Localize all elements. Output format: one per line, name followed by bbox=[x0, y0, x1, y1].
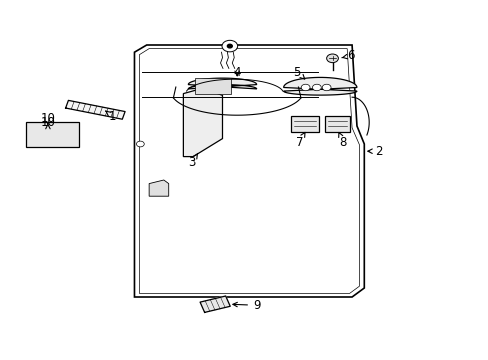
Circle shape bbox=[312, 84, 321, 91]
Text: 9: 9 bbox=[232, 299, 260, 312]
Circle shape bbox=[136, 141, 144, 147]
Text: 3: 3 bbox=[187, 153, 197, 169]
FancyBboxPatch shape bbox=[324, 116, 349, 132]
Text: 10: 10 bbox=[41, 116, 55, 129]
Ellipse shape bbox=[214, 83, 231, 87]
Polygon shape bbox=[149, 180, 168, 196]
Polygon shape bbox=[134, 45, 364, 297]
FancyBboxPatch shape bbox=[291, 116, 319, 132]
Circle shape bbox=[222, 40, 237, 52]
Polygon shape bbox=[183, 88, 222, 157]
Text: 4: 4 bbox=[233, 66, 241, 78]
Text: 6: 6 bbox=[341, 49, 354, 62]
Text: 7: 7 bbox=[295, 132, 305, 149]
Polygon shape bbox=[283, 77, 356, 95]
FancyBboxPatch shape bbox=[26, 122, 79, 147]
Text: 1: 1 bbox=[105, 110, 116, 123]
Circle shape bbox=[301, 84, 309, 91]
Text: 8: 8 bbox=[338, 132, 346, 149]
Circle shape bbox=[227, 44, 232, 48]
FancyBboxPatch shape bbox=[194, 78, 230, 94]
Polygon shape bbox=[65, 100, 125, 119]
Circle shape bbox=[326, 54, 338, 63]
Polygon shape bbox=[200, 296, 230, 312]
Circle shape bbox=[322, 84, 330, 91]
Polygon shape bbox=[188, 78, 256, 89]
Text: 5: 5 bbox=[293, 66, 304, 79]
Text: 10: 10 bbox=[41, 112, 55, 125]
Text: 2: 2 bbox=[367, 145, 382, 158]
